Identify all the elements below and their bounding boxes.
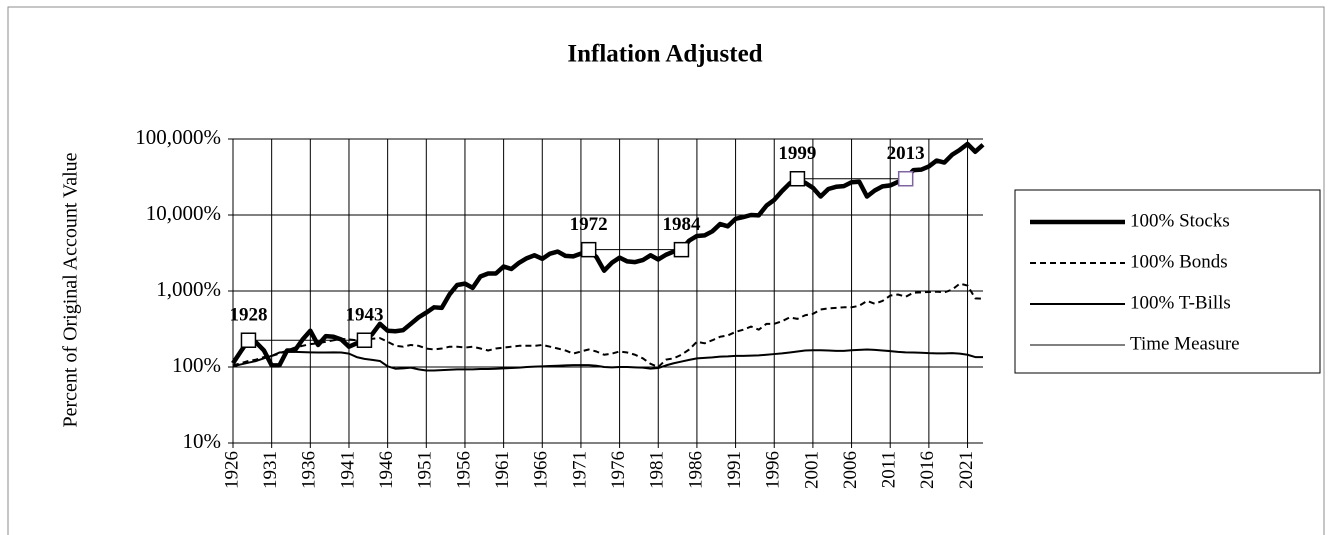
- marker: [240, 332, 257, 348]
- marker-label: 1972: [570, 214, 608, 235]
- legend-label: 100% T-Bills: [1130, 292, 1231, 313]
- x-tick-label: 1976: [608, 451, 629, 489]
- x-tick-label: 1986: [685, 451, 706, 489]
- x-tick-label: 1931: [260, 451, 281, 489]
- y-tick-label: 100,000%: [135, 125, 221, 149]
- x-tick-label: 1991: [724, 451, 745, 489]
- y-tick-label: 1,000%: [156, 277, 221, 301]
- y-axis-title: Percent of Original Account Value: [60, 152, 82, 427]
- marker: [356, 332, 373, 348]
- marker: [580, 241, 597, 258]
- x-tick-label: 1941: [337, 451, 358, 489]
- x-tick-label: 2001: [801, 451, 822, 489]
- x-tick-label: 2021: [956, 451, 977, 489]
- x-tick-label: 1961: [492, 451, 513, 489]
- marker: [789, 170, 806, 187]
- x-tick-label: 1996: [763, 451, 784, 489]
- series-line: [232, 282, 984, 368]
- marker-label: 2013: [887, 143, 925, 164]
- x-tick-label: 1966: [531, 451, 552, 489]
- x-tick-label: 1926: [221, 451, 242, 489]
- marker: [897, 170, 914, 187]
- x-tick-label: 1956: [453, 451, 474, 489]
- marker-label: 1928: [229, 305, 267, 326]
- x-tick-label: 1971: [569, 451, 590, 489]
- legend-label: 100% Bonds: [1130, 251, 1228, 272]
- x-tick-label: 2016: [917, 451, 938, 489]
- x-tick-label: 2006: [840, 451, 861, 489]
- x-tick-label: 1951: [415, 451, 436, 489]
- legend-label: Time Measure: [1130, 333, 1240, 354]
- y-tick-label: 100%: [172, 353, 221, 377]
- x-tick-label: 1946: [376, 451, 397, 489]
- legend-label: 100% Stocks: [1130, 210, 1230, 231]
- y-tick-label: 10%: [183, 429, 222, 453]
- x-tick-label: 1981: [647, 451, 668, 489]
- series-line: [232, 348, 983, 372]
- marker: [673, 241, 690, 258]
- marker-label: 1943: [345, 305, 383, 326]
- marker-label: 1999: [778, 143, 816, 164]
- y-tick-label: 10,000%: [146, 201, 221, 225]
- x-tick-label: 2011: [879, 451, 900, 488]
- chart-title: Inflation Adjusted: [567, 41, 762, 68]
- x-tick-label: 1936: [299, 451, 320, 489]
- marker-label: 1984: [662, 214, 701, 235]
